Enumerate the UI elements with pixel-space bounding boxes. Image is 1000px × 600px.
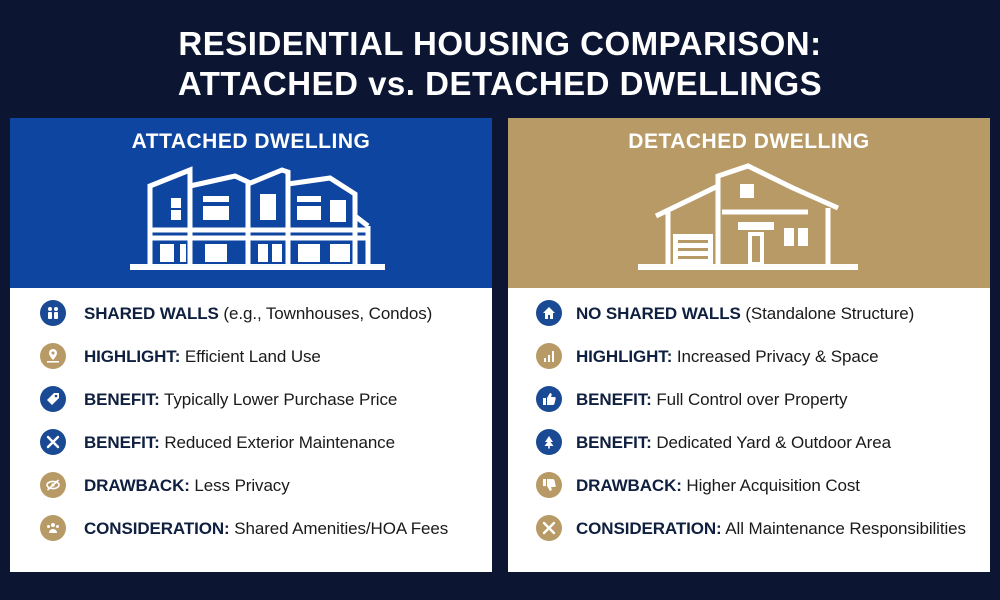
item-text: BENEFIT: Dedicated Yard & Outdoor Area <box>576 433 891 452</box>
list-item: BENEFIT: Reduced Exterior Maintenance <box>10 425 492 461</box>
detached-house-illustration <box>638 163 858 270</box>
eye-off-icon <box>40 472 66 498</box>
tools-icon <box>536 515 562 541</box>
people-icon <box>40 300 66 326</box>
list-item: BENEFIT: Full Control over Property <box>508 382 990 418</box>
list-item: HIGHLIGHT: Increased Privacy & Space <box>508 339 990 375</box>
page-title: RESIDENTIAL HOUSING COMPARISON: ATTACHED… <box>0 24 1000 104</box>
thumbs-down-icon <box>536 472 562 498</box>
detached-heading: DETACHED DWELLING <box>628 130 870 153</box>
yard-icon <box>536 429 562 455</box>
attached-panel: ATTACHED DWELLING <box>10 118 492 572</box>
item-text: CONSIDERATION: Shared Amenities/HOA Fees <box>84 519 449 538</box>
item-text: DRAWBACK: Higher Acquisition Cost <box>576 476 860 495</box>
item-text: DRAWBACK: Less Privacy <box>84 476 290 495</box>
map-pin-icon <box>40 343 66 369</box>
item-text: NO SHARED WALLS (Standalone Structure) <box>576 304 915 323</box>
thumbs-up-icon <box>536 386 562 412</box>
title-line-1: RESIDENTIAL HOUSING COMPARISON: <box>178 25 822 62</box>
list-item: NO SHARED WALLS (Standalone Structure) <box>508 296 990 332</box>
list-item: DRAWBACK: Higher Acquisition Cost <box>508 468 990 504</box>
item-text: BENEFIT: Full Control over Property <box>576 390 848 409</box>
list-item: SHARED WALLS (e.g., Townhouses, Condos) <box>10 296 492 332</box>
price-tag-icon <box>40 386 66 412</box>
list-item: BENEFIT: Typically Lower Purchase Price <box>10 382 492 418</box>
townhouse-illustration <box>130 166 385 270</box>
item-text: BENEFIT: Reduced Exterior Maintenance <box>84 433 395 452</box>
item-text: HIGHLIGHT: Efficient Land Use <box>84 347 321 366</box>
list-item: HIGHLIGHT: Efficient Land Use <box>10 339 492 375</box>
item-text: SHARED WALLS (e.g., Townhouses, Condos) <box>84 304 433 323</box>
detached-panel-header: DETACHED DWELLING <box>508 118 990 288</box>
list-item: CONSIDERATION: Shared Amenities/HOA Fees <box>10 511 492 547</box>
detached-list: NO SHARED WALLS (Standalone Structure) H… <box>508 288 990 572</box>
list-item: DRAWBACK: Less Privacy <box>10 468 492 504</box>
title-line-2: ATTACHED vs. DETACHED DWELLINGS <box>177 65 823 102</box>
item-text: HIGHLIGHT: Increased Privacy & Space <box>576 347 879 366</box>
attached-list: SHARED WALLS (e.g., Townhouses, Condos) … <box>10 288 492 572</box>
list-item: CONSIDERATION: All Maintenance Responsib… <box>508 511 990 547</box>
attached-heading: ATTACHED DWELLING <box>131 130 371 153</box>
detached-panel: DETACHED DWELLING <box>508 118 990 572</box>
home-icon <box>536 300 562 326</box>
list-item: BENEFIT: Dedicated Yard & Outdoor Area <box>508 425 990 461</box>
attached-panel-header: ATTACHED DWELLING <box>10 118 492 288</box>
bar-chart-icon <box>536 343 562 369</box>
group-icon <box>40 515 66 541</box>
item-text: BENEFIT: Typically Lower Purchase Price <box>84 390 398 409</box>
item-text: CONSIDERATION: All Maintenance Responsib… <box>576 519 966 538</box>
tools-icon <box>40 429 66 455</box>
